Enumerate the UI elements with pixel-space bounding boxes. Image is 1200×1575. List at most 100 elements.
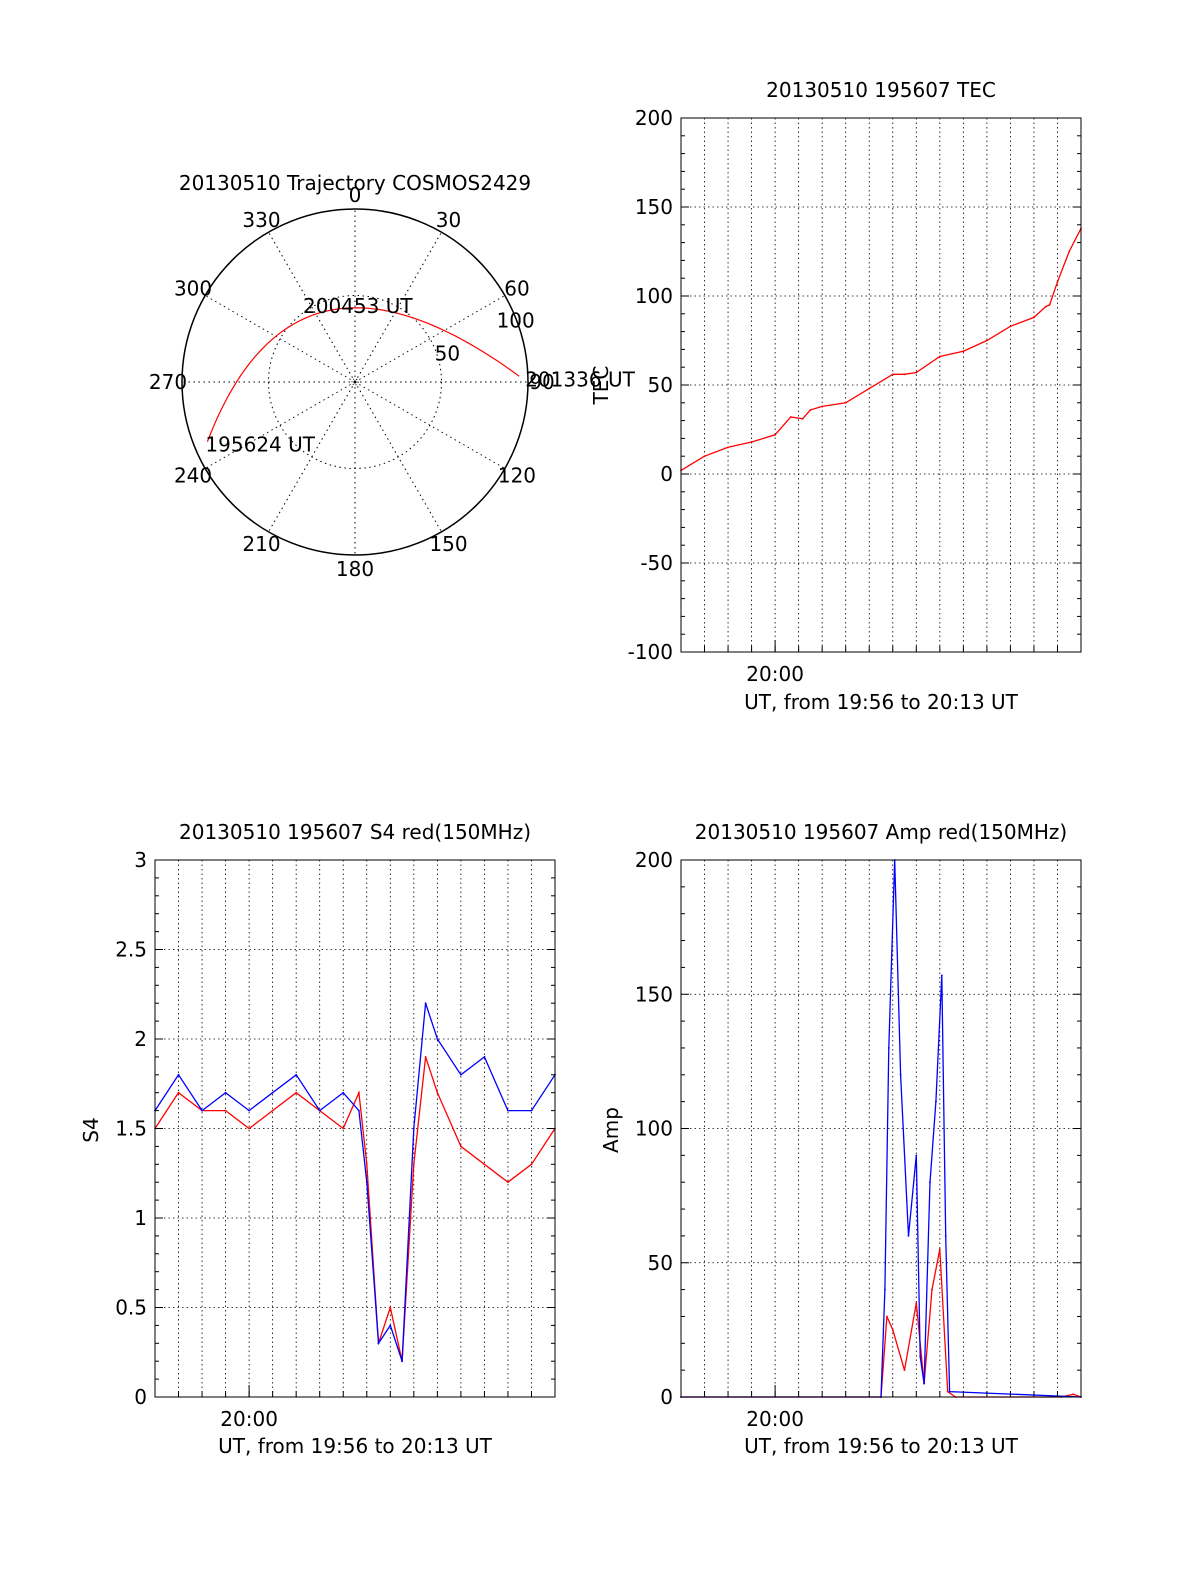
amp-y-tick-label: 0 — [660, 1385, 673, 1409]
polar-radial-labels: 50 100 — [435, 308, 535, 365]
amp-data-point-blue — [923, 1382, 926, 1385]
s4-data-point-red — [271, 1109, 274, 1112]
amp-y-ticks: 0 50 100 150 200 — [635, 848, 1081, 1409]
s4-data-point-blue — [201, 1109, 203, 1112]
polar-azimuth-label: 180 — [336, 557, 374, 581]
polar-azimuth-labels: 0 30 60 90 120 150 180 210 240 270 300 330 — [149, 183, 555, 581]
s4-data-point-blue — [424, 1002, 427, 1005]
s4-data-point-blue — [271, 1091, 274, 1094]
polar-azimuth-label: 330 — [242, 208, 280, 232]
polar-ring — [268, 295, 442, 469]
amp-y-tick-label: 100 — [635, 1117, 673, 1141]
tec-data-point-red — [809, 409, 812, 411]
s4-data-point-blue — [342, 1091, 345, 1094]
tec-y-tick-label: 50 — [648, 373, 673, 397]
s4-series-line-red — [154, 1056, 556, 1362]
amp-data-point-blue — [948, 1390, 951, 1393]
amp-grid — [681, 860, 1081, 1397]
polar-azimuth-label: 150 — [429, 532, 467, 556]
tec-data-point-red — [1056, 280, 1059, 283]
s4-data-point-red — [507, 1181, 509, 1184]
tec-data-point-red — [789, 416, 792, 418]
tec-y-tick-label: -50 — [640, 551, 673, 575]
amp-title: 20130510 195607 Amp red(150MHz) — [695, 820, 1067, 844]
s4-data-point-blue — [224, 1091, 227, 1094]
tec-data-point-red — [801, 417, 804, 420]
polar-trajectory-line — [206, 307, 520, 442]
s4-y-tick-label: 0 — [134, 1385, 147, 1409]
tec-data-point-red — [727, 446, 729, 449]
polar-radial-label: 50 — [435, 342, 460, 366]
tec-grid — [681, 118, 1081, 652]
s4-x-tick-label: 20:00 — [220, 1407, 278, 1431]
s4-data-point-blue — [412, 1127, 415, 1130]
s4-data-point-blue — [358, 1109, 360, 1112]
s4-data-point-red — [224, 1109, 227, 1112]
polar-point-labels: 201336 UT 200453 UT 195624 UT — [205, 294, 635, 457]
s4-data-point-red — [177, 1091, 180, 1094]
tec-y-ticks: -100 -50 0 50 100 150 200 — [628, 106, 1081, 664]
amp-x-label: UT, from 19:56 to 20:13 UT — [744, 1434, 1019, 1458]
tec-data-point-red — [1048, 304, 1051, 306]
s4-panel: 20130510 195607 S4 red(150MHz) 0 0.5 1 1.5 2… — [79, 820, 556, 1458]
polar-azimuth-label: 60 — [504, 277, 529, 301]
tec-y-tick-label: 100 — [635, 284, 673, 308]
s4-data-point-blue — [530, 1109, 533, 1112]
s4-data-point-blue — [248, 1109, 251, 1112]
polar-spoke-line — [268, 231, 356, 383]
amp-y-label: Amp — [599, 1107, 623, 1153]
s4-y-tick-label: 0.5 — [115, 1296, 147, 1320]
amp-series-line-red — [681, 1249, 1082, 1398]
tec-series-line-red — [680, 228, 1082, 471]
amp-data-point-blue — [887, 1047, 890, 1049]
tec-y-tick-label: -100 — [628, 640, 673, 664]
amp-data-point-red — [1072, 1393, 1075, 1396]
s4-data-point-red — [412, 1163, 415, 1166]
tec-data-point-red — [774, 433, 777, 436]
amp-data-point-blue — [929, 1181, 931, 1184]
s4-y-ticks: 0 0.5 1 1.5 2 2.5 3 — [115, 848, 555, 1409]
polar-spoke-line — [354, 295, 506, 383]
tec-data-point-red — [938, 355, 941, 358]
s4-data-point-blue — [483, 1056, 486, 1058]
amp-data-point-blue — [899, 1073, 902, 1076]
s4-data-point-blue — [295, 1073, 298, 1076]
s4-y-tick-label: 1.5 — [115, 1117, 147, 1141]
s4-data-point-blue — [459, 1073, 462, 1076]
polar-azimuth-label: 120 — [498, 464, 536, 488]
amp-data-point-blue — [884, 1288, 886, 1291]
amp-data-point-blue — [915, 1154, 918, 1157]
tec-data-point-red — [962, 350, 965, 353]
polar-azimuth-label: 300 — [174, 277, 212, 301]
polar-azimuth-label: 240 — [174, 464, 212, 488]
polar-azimuth-label: 30 — [436, 208, 461, 232]
amp-y-tick-label: 200 — [635, 848, 673, 872]
tec-data-point-red — [891, 373, 894, 376]
tec-data-point-red — [750, 441, 753, 443]
tec-data-point-red — [868, 387, 871, 390]
s4-series-line-blue — [154, 1002, 556, 1362]
polar-center-mark — [351, 378, 359, 386]
s4-data-point-red — [358, 1091, 360, 1094]
s4-x-label: UT, from 19:56 to 20:13 UT — [218, 1434, 493, 1458]
s4-data-point-blue — [401, 1360, 403, 1363]
s4-data-point-red — [295, 1091, 298, 1094]
amp-series-line-blue — [681, 859, 1082, 1398]
polar-panel: 20130510 Trajectory COSMOS2429 0 30 60 90 12… — [149, 171, 636, 581]
tec-x-label: UT, from 19:56 to 20:13 UT — [744, 690, 1019, 714]
s4-data-point-blue — [318, 1109, 321, 1112]
tec-data-point-red — [915, 371, 918, 374]
s4-data-point-red — [530, 1163, 533, 1166]
s4-grid — [155, 860, 555, 1397]
s4-data-point-red — [424, 1056, 427, 1058]
polar-point-label: 195624 UT — [205, 433, 315, 457]
s4-series — [154, 1002, 556, 1363]
tec-data-point-red — [703, 455, 706, 458]
polar-point-label: 201336 UT — [525, 367, 635, 391]
s4-data-point-red — [459, 1145, 462, 1148]
tec-x-tick-label: 20:00 — [746, 662, 804, 686]
s4-title: 20130510 195607 S4 red(150MHz) — [179, 820, 531, 844]
s4-data-point-blue — [507, 1109, 509, 1112]
amp-data-point-red — [891, 1328, 894, 1331]
